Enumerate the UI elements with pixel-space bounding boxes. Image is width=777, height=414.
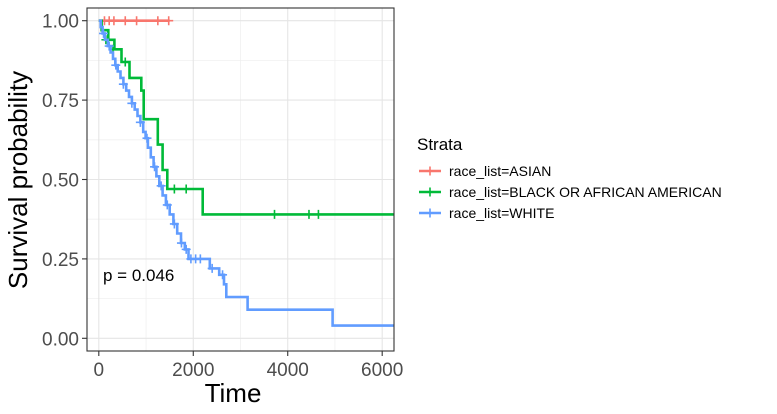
y-tick-label: 0.25 bbox=[42, 250, 79, 271]
p-value-annotation: p = 0.046 bbox=[103, 266, 174, 285]
censor-mark bbox=[120, 16, 130, 26]
series-line-race-list-black-or-african-american bbox=[98, 19, 394, 216]
y-tick-label: 0.50 bbox=[42, 171, 79, 192]
legend-item-race-list-asian: race_list=ASIAN bbox=[419, 163, 551, 179]
censor-mark bbox=[150, 162, 160, 172]
legend-label: race_list=WHITE bbox=[449, 205, 554, 221]
censor-mark bbox=[104, 41, 114, 51]
censor-mark bbox=[195, 254, 205, 264]
censor-mark bbox=[304, 209, 314, 219]
censor-mark bbox=[218, 270, 228, 280]
legend: Strata race_list=ASIAN race_list=BLACK OR… bbox=[417, 135, 722, 221]
censor-mark bbox=[118, 79, 128, 89]
legend-item-race-list-white: race_list=WHITE bbox=[419, 205, 554, 221]
x-tick-label: 4000 bbox=[267, 360, 309, 381]
censor-mark bbox=[135, 117, 145, 127]
censor-mark bbox=[156, 181, 166, 191]
censor-mark bbox=[181, 244, 191, 254]
censor-mark bbox=[176, 238, 186, 248]
y-tick-label: 1.00 bbox=[42, 12, 79, 33]
censor-mark bbox=[270, 209, 280, 219]
x-axis-title: Time bbox=[205, 378, 262, 408]
censor-mark bbox=[169, 219, 179, 229]
x-tick-label: 2000 bbox=[172, 360, 214, 381]
censor-mark bbox=[162, 200, 172, 210]
legend-key-censor bbox=[426, 208, 434, 218]
y-axis-title: Survival probability bbox=[3, 71, 33, 289]
series-layer bbox=[98, 16, 394, 327]
legend-title: Strata bbox=[417, 135, 463, 154]
legend-label: race_list=ASIAN bbox=[449, 163, 551, 179]
legend-key-censor bbox=[426, 166, 434, 176]
legend-key-censor bbox=[426, 187, 434, 197]
plot-area bbox=[86, 7, 395, 352]
censor-mark bbox=[142, 133, 152, 143]
x-tick-label: 6000 bbox=[361, 360, 403, 381]
censor-mark bbox=[164, 16, 174, 26]
censor-mark bbox=[313, 209, 323, 219]
x-tick-label: 0 bbox=[94, 360, 105, 381]
axes: 0 2000 4000 6000 0.00 0.25 0.50 0.75 1.00 bbox=[42, 12, 403, 381]
censor-mark bbox=[109, 16, 119, 26]
y-tick-label: 0.00 bbox=[42, 329, 79, 350]
y-tick-label: 0.75 bbox=[42, 91, 79, 112]
censor-mark bbox=[120, 57, 130, 67]
censor-mark bbox=[207, 263, 217, 273]
censor-mark bbox=[111, 60, 121, 70]
censor-mark bbox=[181, 184, 191, 194]
censor-mark bbox=[132, 16, 142, 26]
censor-mark bbox=[153, 16, 163, 26]
censor-mark bbox=[169, 184, 179, 194]
censor-mark bbox=[127, 98, 137, 108]
legend-label: race_list=BLACK OR AFRICAN AMERICAN bbox=[449, 184, 722, 200]
legend-item-race-list-black-or-african-american: race_list=BLACK OR AFRICAN AMERICAN bbox=[419, 184, 722, 200]
censor-mark bbox=[99, 28, 109, 38]
